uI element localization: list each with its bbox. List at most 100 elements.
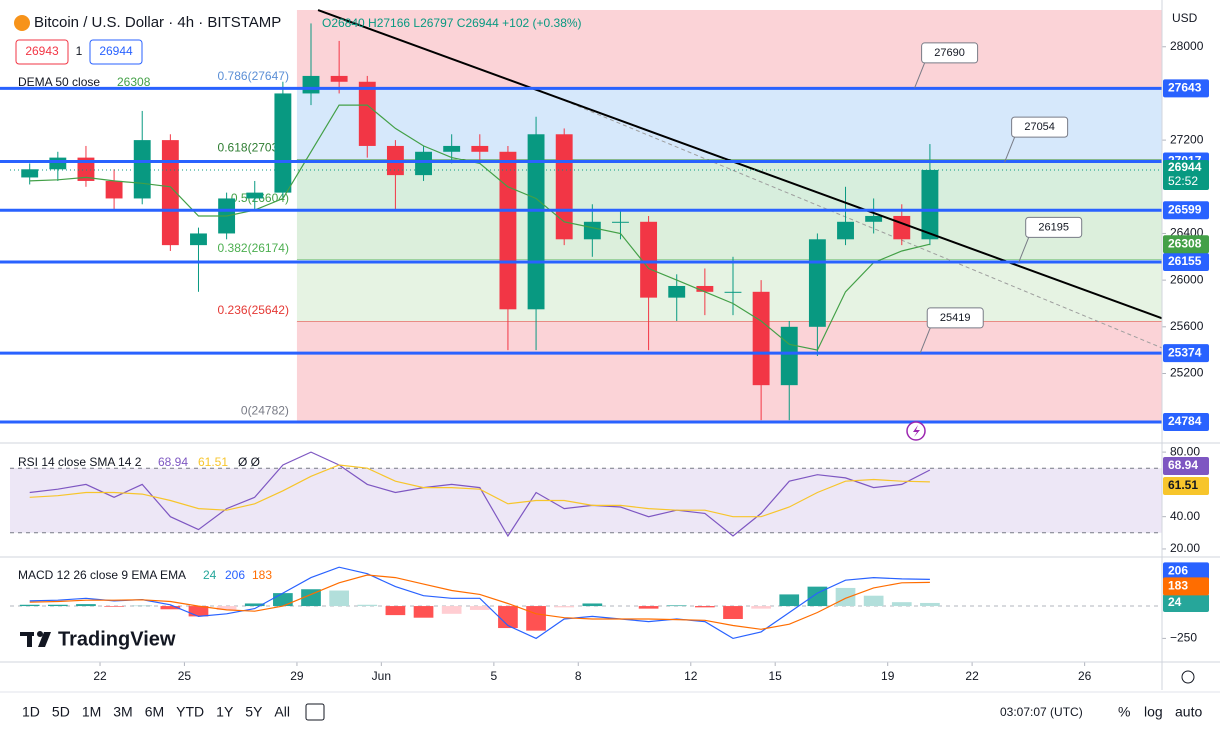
macd-legend-value: 183 — [252, 568, 272, 582]
callout-label: 27690 — [934, 47, 965, 59]
range-button[interactable]: 5Y — [245, 704, 263, 720]
callout-label: 27054 — [1024, 121, 1055, 133]
macd-histogram-bar — [329, 590, 349, 607]
axis-tag-label: 183 — [1168, 579, 1188, 593]
axis-tag-label: 25374 — [1168, 345, 1202, 359]
fib-zone — [296, 209, 1162, 260]
axis-tag-label: 26599 — [1168, 202, 1202, 216]
macd-histogram-bar — [526, 606, 546, 631]
candle-body — [527, 134, 545, 310]
macd-histogram-bar — [385, 606, 406, 616]
macd-histogram-bar — [441, 606, 462, 614]
candle-body — [49, 157, 67, 170]
candle-body — [668, 285, 686, 298]
rsi-legend: RSI 14 close SMA 14 2 — [18, 455, 142, 469]
y-tick-label: 27200 — [1170, 132, 1204, 146]
x-tick-label: 22 — [93, 669, 107, 683]
range-button[interactable]: 5D — [52, 704, 70, 720]
logo-shape — [27, 632, 32, 647]
callout-label: 26195 — [1038, 221, 1069, 233]
rsi-symbols: Ø Ø — [238, 455, 260, 469]
x-tick-label: Jun — [372, 669, 391, 683]
macd-histogram-bar — [273, 593, 293, 607]
macd-legend-value: 24 — [203, 568, 217, 582]
candle-body — [893, 215, 911, 240]
macd-histogram-bar — [891, 602, 912, 607]
candle-body — [190, 233, 207, 246]
axis-tag — [1163, 201, 1209, 220]
axis-tag — [1163, 577, 1209, 596]
macd-histogram-bar — [413, 606, 434, 618]
candle-body — [921, 169, 939, 240]
range-button[interactable]: 3M — [113, 704, 132, 720]
axis-tag-label: 27643 — [1168, 81, 1202, 95]
x-tick-label: 12 — [684, 669, 698, 683]
log-toggle[interactable]: log — [1144, 704, 1163, 720]
candle-body — [640, 221, 658, 298]
axis-tag-label: 26308 — [1168, 236, 1202, 250]
bid-price: 26943 — [25, 44, 59, 58]
rsi-legend-value: 68.94 — [158, 455, 188, 469]
macd-histogram-bar — [160, 606, 181, 610]
ohlc-legend: O26840 H27166 L26797 C26944 +102 (+0.38%… — [322, 16, 582, 30]
rsi-band — [10, 468, 1162, 533]
y-tick-label: −250 — [1170, 631, 1197, 645]
candle-body — [612, 221, 629, 223]
macd-legend-value: 206 — [225, 568, 245, 582]
range-button[interactable]: All — [274, 704, 290, 720]
candle-body — [21, 169, 39, 178]
fib-label: 0.786(27647) — [218, 69, 289, 83]
axis-tag — [1163, 253, 1209, 272]
candle-body — [724, 291, 742, 293]
range-button[interactable]: 1D — [22, 704, 40, 720]
range-button[interactable]: 1Y — [216, 704, 234, 720]
macd-histogram-bar — [216, 606, 237, 610]
macd-histogram-bar — [47, 604, 68, 607]
fib-label: 0.618(27034) — [218, 141, 289, 155]
range-button[interactable]: 1M — [82, 704, 101, 720]
percent-toggle[interactable]: % — [1118, 704, 1130, 720]
callout-pointer — [1018, 237, 1030, 263]
date-range-icon[interactable] — [305, 703, 325, 721]
macd-histogram-bar — [835, 587, 856, 607]
macd-line — [29, 574, 930, 630]
bitcoin-icon — [14, 15, 30, 31]
axis-tag-label: 206 — [1168, 564, 1188, 578]
candle-body — [302, 75, 320, 94]
ask-box[interactable] — [89, 39, 143, 65]
callout-box — [921, 42, 979, 64]
rsi-line — [29, 451, 931, 538]
axis-tag-label: 68.94 — [1168, 458, 1198, 472]
candle-body — [246, 192, 264, 199]
x-tick-label: 5 — [491, 669, 498, 683]
event-bolt — [913, 425, 920, 437]
y-tick-label: 28000 — [1170, 39, 1204, 53]
macd-histogram-bar — [582, 603, 603, 607]
macd-histogram-bar — [863, 595, 884, 607]
candle-body — [752, 291, 770, 386]
macd-histogram-bar — [301, 589, 321, 607]
macd-histogram-bar — [498, 606, 518, 629]
axis-tag-label: 24784 — [1168, 414, 1202, 428]
clock[interactable]: 03:07:07 (UTC) — [1000, 705, 1083, 719]
y-tick-label: 20.00 — [1170, 541, 1200, 555]
macd-histogram-bar — [920, 602, 940, 607]
axis-tag — [1163, 476, 1209, 495]
settings-icon[interactable] — [1181, 670, 1195, 684]
candle-body — [808, 239, 826, 327]
macd-histogram-bar — [19, 604, 40, 607]
tv-logo — [20, 631, 51, 647]
range-button[interactable]: 6M — [145, 704, 164, 720]
callout-label: 25419 — [940, 312, 971, 324]
macd-histogram-bar — [695, 606, 715, 608]
last-price-tag — [1163, 159, 1209, 190]
candle-body — [330, 75, 348, 82]
bid-box[interactable] — [15, 39, 69, 65]
macd-legend: MACD 12 26 close 9 EMA EMA — [18, 568, 186, 582]
range-button[interactable]: YTD — [176, 704, 204, 720]
x-tick-label: 19 — [881, 669, 895, 683]
dashed-trendline — [538, 89, 1162, 349]
x-tick-label: 8 — [575, 669, 582, 683]
dema-legend: DEMA 50 close — [18, 75, 100, 89]
auto-toggle[interactable]: auto — [1175, 704, 1202, 720]
